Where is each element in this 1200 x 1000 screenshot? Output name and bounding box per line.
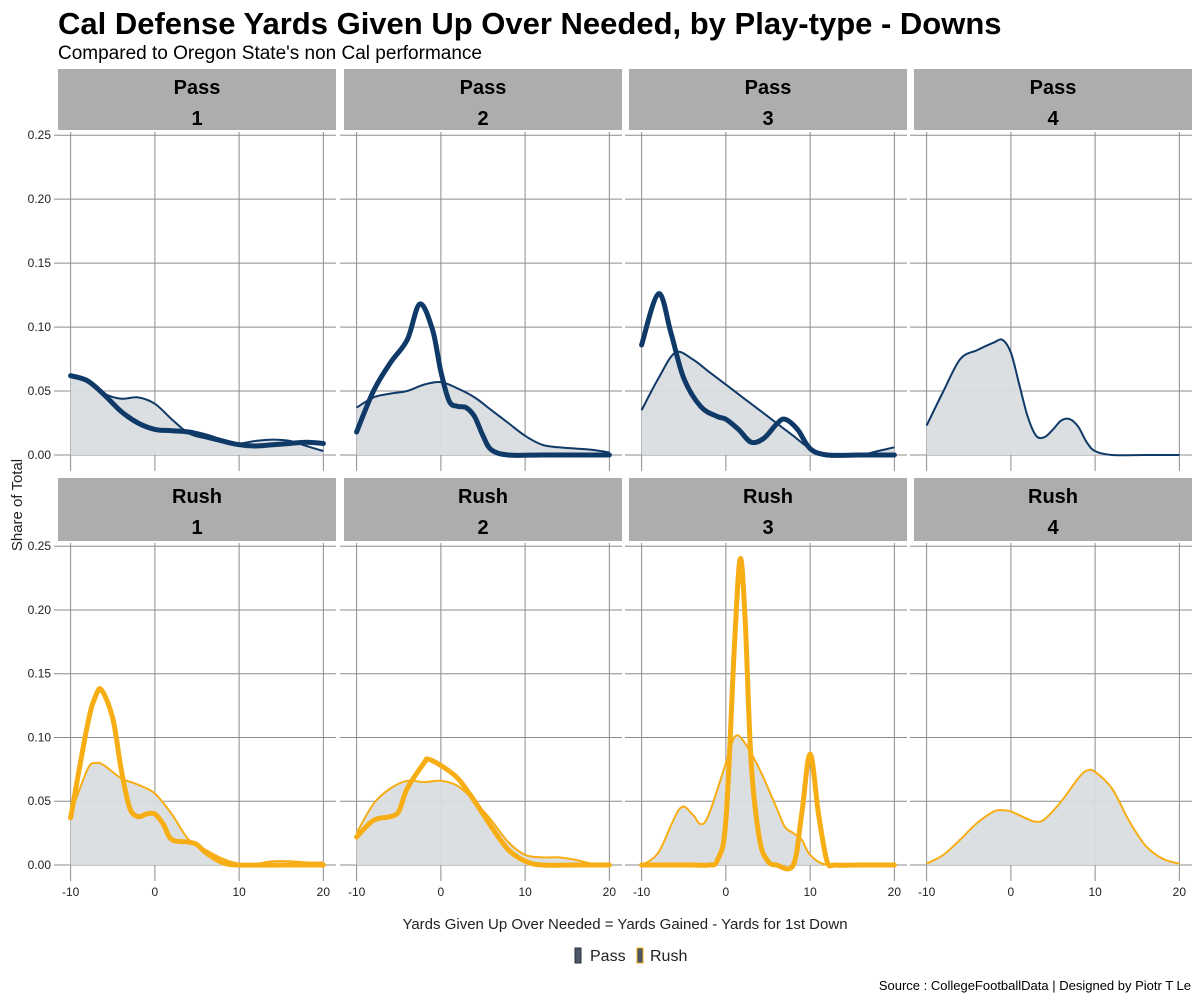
osu-density-area <box>70 762 324 866</box>
osu-density-area <box>70 375 324 455</box>
panel-pass-4: Pass 4 <box>910 69 1192 471</box>
y-axis-title: Share of Total <box>9 459 26 551</box>
panel-rush-4: Rush 4 -10 0 10 20 <box>910 478 1192 899</box>
facet-strip <box>58 69 336 130</box>
osu-density-area <box>641 735 895 866</box>
x-tick-label: 20 <box>317 885 331 899</box>
x-tick-label: 0 <box>438 885 445 899</box>
caption: Source : CollegeFootballData | Designed … <box>879 978 1191 993</box>
y-tick-label: 0.15 <box>28 256 52 270</box>
cal-density-line <box>639 556 897 872</box>
strip-play-label: Rush <box>172 486 222 508</box>
osu-density-area <box>356 381 610 455</box>
osu-density-area <box>926 769 1180 866</box>
x-tick-label: 0 <box>1008 885 1015 899</box>
facet-strip <box>914 69 1192 130</box>
y-tick-label: 0.05 <box>28 384 52 398</box>
y-tick-label: 0.10 <box>28 730 52 744</box>
panel-rush-3: Rush 3 -10 0 10 20 <box>625 478 907 899</box>
panel-rush-2: Rush 2 -10 0 10 20 <box>340 478 622 899</box>
panel-pass-2: Pass 2 <box>340 69 622 471</box>
strip-down-label: 2 <box>477 517 488 539</box>
legend-label-pass: Pass <box>590 948 626 965</box>
facet-strip <box>344 69 622 130</box>
strip-play-label: Pass <box>1030 77 1077 99</box>
osu-density-area <box>926 339 1180 456</box>
cal-density-line <box>68 373 326 449</box>
legend: Pass Rush <box>574 947 687 965</box>
osu-density-line <box>925 338 1180 457</box>
panel-pass-3: Pass 3 <box>625 69 907 471</box>
osu-density-line <box>356 380 610 454</box>
x-tick-label: 10 <box>518 885 532 899</box>
strip-down-label: 2 <box>477 108 488 130</box>
y-tick-label: 0.15 <box>28 667 52 681</box>
osu-density-line <box>69 761 324 866</box>
y-tick-label: 0.20 <box>28 603 52 617</box>
legend-key-rush <box>636 947 644 964</box>
chart-subtitle: Compared to Oregon State's non Cal perfo… <box>58 43 482 64</box>
legend-label-rush: Rush <box>650 948 687 965</box>
panel-pass-1: Pass 1 0.00 0.05 0.10 0.15 0.20 0.25 <box>28 69 336 471</box>
x-tick-label: -10 <box>918 885 936 899</box>
strip-play-label: Rush <box>743 486 793 508</box>
cal-density-line <box>639 291 897 458</box>
x-tick-label: -10 <box>633 885 651 899</box>
x-tick-label: 0 <box>152 885 159 899</box>
strip-play-label: Pass <box>460 77 507 99</box>
x-axis-title: Yards Given Up Over Needed = Yards Gaine… <box>402 916 847 933</box>
x-tick-label: 0 <box>723 885 730 899</box>
x-tick-label: 10 <box>803 885 817 899</box>
osu-density-line <box>70 374 324 453</box>
strip-down-label: 3 <box>762 108 773 130</box>
strip-down-label: 4 <box>1047 517 1059 539</box>
y-tick-label: 0.25 <box>28 128 52 142</box>
facet-strip <box>914 478 1192 541</box>
strip-down-label: 3 <box>762 517 773 539</box>
strip-play-label: Rush <box>1028 486 1078 508</box>
x-tick-label: -10 <box>348 885 366 899</box>
osu-density-area <box>356 780 610 866</box>
panel-rush-1: Rush 1 0.00 0.05 0.10 0.15 0.20 0.25 -10 0 10 20 <box>28 478 336 899</box>
strip-play-label: Pass <box>174 77 221 99</box>
y-tick-label: 0.05 <box>28 794 52 808</box>
chart-title: Cal Defense Yards Given Up Over Needed, … <box>58 6 1002 41</box>
x-tick-label: 20 <box>603 885 617 899</box>
strip-down-label: 4 <box>1047 108 1059 130</box>
cal-density-line <box>354 756 612 868</box>
legend-key-pass <box>574 947 582 964</box>
cal-density-line <box>354 301 612 458</box>
x-tick-label: 20 <box>1173 885 1187 899</box>
x-tick-label: 10 <box>232 885 246 899</box>
x-tick-label: 20 <box>888 885 902 899</box>
y-tick-label: 0.20 <box>28 192 52 206</box>
strip-play-label: Pass <box>745 77 792 99</box>
osu-density-area <box>641 351 895 456</box>
cal-density-line <box>68 686 326 868</box>
y-tick-label: 0.10 <box>28 320 52 334</box>
strip-down-label: 1 <box>191 517 202 539</box>
y-tick-label: 0.00 <box>28 448 52 462</box>
y-tick-label: 0.00 <box>28 858 52 872</box>
x-tick-label: 10 <box>1088 885 1102 899</box>
facet-strip <box>629 69 907 130</box>
strip-play-label: Rush <box>458 486 508 508</box>
strip-down-label: 1 <box>191 108 202 130</box>
facet-strip <box>58 478 336 541</box>
facet-strip <box>344 478 622 541</box>
osu-density-line <box>926 768 1180 865</box>
x-tick-label: -10 <box>62 885 80 899</box>
facet-strip <box>629 478 907 541</box>
y-tick-label: 0.25 <box>28 539 52 553</box>
